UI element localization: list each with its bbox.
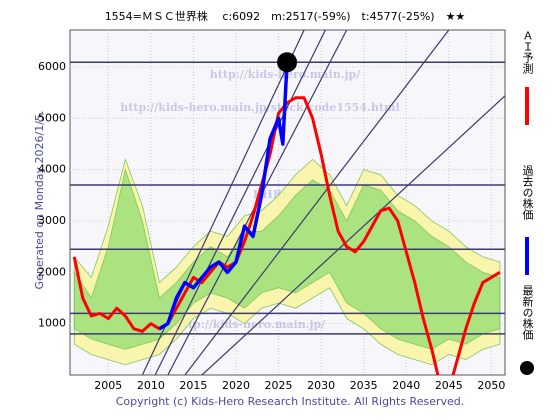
x-tick-label: 2010 <box>137 379 165 392</box>
y-tick-label: 4000 <box>38 163 66 176</box>
watermark: http://kids-hero.main.jp/stock/code1554.… <box>120 101 399 114</box>
legend-label: 最新の株価 <box>521 285 534 340</box>
x-tick-label: 2030 <box>307 379 335 392</box>
x-tick-label: 2015 <box>179 379 207 392</box>
y-tick-label: 3000 <box>38 214 66 227</box>
series-line <box>72 96 501 375</box>
x-tick-label: 2040 <box>392 379 420 392</box>
x-tick-label: 2025 <box>265 379 293 392</box>
y-tick-label: 1000 <box>38 317 66 330</box>
latest-point <box>277 52 298 73</box>
watermark: http://kids-hero.main.jp/ <box>175 318 326 331</box>
x-tick-label: 2020 <box>222 379 250 392</box>
footer: Copyright (c) Kids-Hero Research Institu… <box>116 395 465 408</box>
legend-label: 過去の株価 <box>521 165 534 220</box>
x-tick-label: 2035 <box>350 379 378 392</box>
series-line <box>158 62 289 331</box>
trend-line <box>201 95 505 375</box>
trend-line <box>154 30 326 375</box>
legend-swatch <box>520 361 534 375</box>
x-tick-label: 2005 <box>94 379 122 392</box>
y-tick-label: 6000 <box>38 60 66 73</box>
x-tick-label: 2045 <box>435 379 463 392</box>
chart-title: 1554=ＭＳＣ世界株 c:6092 m:2517(-59%) t:4577(-… <box>105 9 466 23</box>
side-label: Generated on Monday 2026/1/5. <box>33 111 46 290</box>
y-tick-label: 2000 <box>38 265 66 278</box>
legend-label: ＡＩ予測 <box>521 30 534 75</box>
trend-line <box>184 30 450 375</box>
x-tick-label: 2050 <box>477 379 505 392</box>
y-tick-label: 5000 <box>38 111 66 124</box>
